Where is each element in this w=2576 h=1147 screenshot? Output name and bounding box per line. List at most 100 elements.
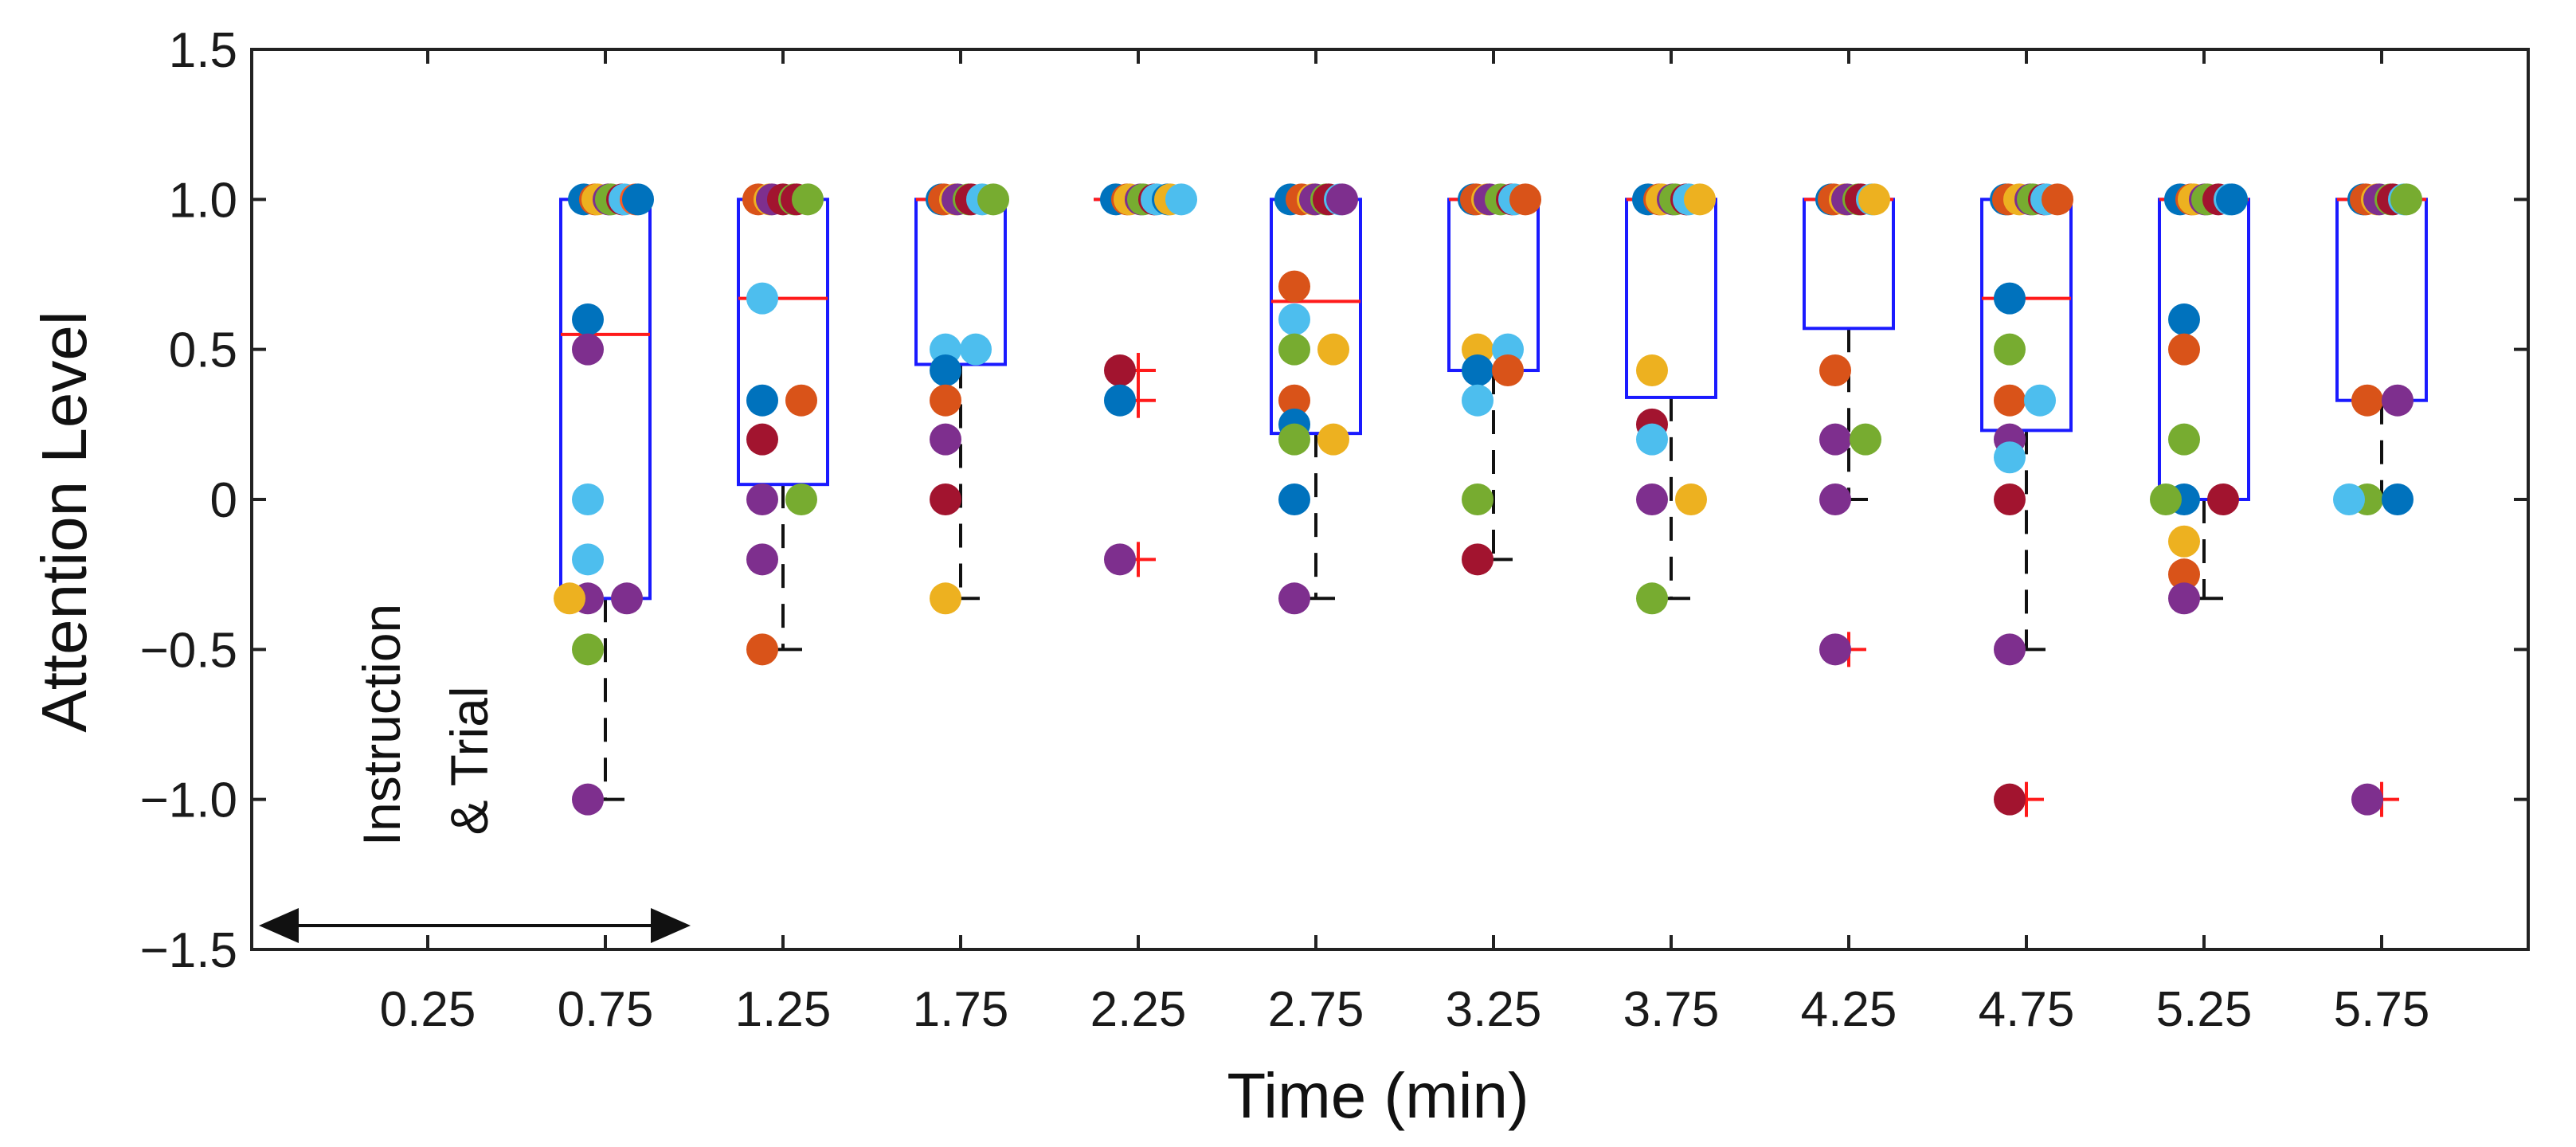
participant-point bbox=[746, 483, 778, 515]
participant-point bbox=[785, 384, 817, 417]
x-tick-label: 1.25 bbox=[735, 982, 832, 1037]
annotation-line-1: Instruction bbox=[352, 604, 411, 846]
participant-point bbox=[785, 483, 817, 515]
participant-point bbox=[746, 384, 778, 417]
annotation-arrow-right-head bbox=[651, 908, 691, 943]
box-group bbox=[1447, 198, 1540, 562]
participant-point bbox=[1819, 354, 1851, 387]
participant-point bbox=[746, 423, 778, 456]
participant-point bbox=[1636, 354, 1668, 387]
y-axis-ticks: 1.5 1.0 0.5 0 −0.5 −1.0 −1.5 bbox=[140, 23, 2528, 978]
participant-point bbox=[1278, 270, 1310, 303]
participant-point bbox=[622, 183, 654, 216]
annotation-line-2: & Trial bbox=[440, 686, 499, 835]
x-tick-label: 2.25 bbox=[1090, 982, 1187, 1037]
participant-point bbox=[1317, 423, 1349, 456]
participant-point bbox=[1462, 483, 1494, 515]
participant-point bbox=[1850, 423, 1881, 456]
participant-point bbox=[2042, 183, 2073, 216]
participant-point bbox=[1994, 483, 2026, 515]
x-tick-label: 5.25 bbox=[2156, 982, 2253, 1037]
participant-point bbox=[2207, 483, 2239, 515]
participant-point bbox=[1462, 543, 1494, 576]
participant-point bbox=[2382, 384, 2414, 417]
y-tick-label: 0 bbox=[210, 473, 237, 528]
participant-point bbox=[572, 783, 604, 816]
participant-point bbox=[1819, 423, 1851, 456]
participant-point bbox=[2168, 558, 2200, 591]
participant-point bbox=[746, 282, 778, 315]
participant-point bbox=[1278, 333, 1310, 366]
participant-point bbox=[1462, 384, 1494, 417]
iqr-box bbox=[914, 198, 1007, 366]
iqr-box bbox=[1803, 198, 1895, 331]
participant-point bbox=[2382, 483, 2414, 515]
participant-point bbox=[2168, 525, 2200, 558]
participant-point bbox=[572, 633, 604, 666]
participant-point bbox=[746, 543, 778, 576]
annotation-arrow-left-head bbox=[259, 908, 299, 943]
participant-point bbox=[1684, 183, 1716, 216]
participant-point bbox=[2168, 582, 2200, 615]
participant-point bbox=[1819, 483, 1851, 515]
participant-point bbox=[930, 384, 961, 417]
x-axis-label: Time (min) bbox=[1227, 1060, 1529, 1131]
participant-point bbox=[1104, 543, 1136, 576]
participant-point bbox=[1819, 633, 1851, 666]
x-tick-label: 0.25 bbox=[380, 982, 476, 1037]
y-tick-label: −0.5 bbox=[140, 623, 237, 678]
participant-point bbox=[2168, 303, 2200, 335]
iqr-box bbox=[559, 198, 652, 601]
box-group bbox=[737, 198, 829, 652]
x-tick-label: 4.25 bbox=[1801, 982, 1897, 1037]
participant-point bbox=[554, 582, 585, 615]
participant-point bbox=[1165, 183, 1197, 216]
participant-point bbox=[1994, 783, 2026, 816]
participant-point bbox=[611, 582, 643, 615]
participant-point bbox=[1462, 354, 1494, 387]
participant-point bbox=[1509, 183, 1541, 216]
y-tick-label: −1.5 bbox=[140, 923, 237, 978]
participant-point bbox=[1636, 423, 1668, 456]
x-tick-label: 0.75 bbox=[558, 982, 654, 1037]
y-axis-label: Attention Level bbox=[29, 311, 100, 732]
participant-point bbox=[1492, 354, 1524, 387]
box-group bbox=[1625, 198, 1717, 601]
participant-point bbox=[2351, 384, 2383, 417]
participant-point bbox=[1636, 483, 1668, 515]
participant-point bbox=[1326, 183, 1358, 216]
participant-point bbox=[1994, 633, 2026, 666]
participant-point bbox=[2390, 183, 2422, 216]
participant-point bbox=[1636, 582, 1668, 615]
participant-point bbox=[930, 483, 961, 515]
participant-point bbox=[2168, 423, 2200, 456]
box-group bbox=[1094, 198, 1183, 577]
x-tick-label: 5.75 bbox=[2334, 982, 2430, 1037]
instruction-trial-annotation: Instruction & Trial bbox=[259, 604, 691, 943]
x-tick-label: 4.75 bbox=[1979, 982, 2075, 1037]
participant-point bbox=[2333, 483, 2365, 515]
x-tick-label: 2.75 bbox=[1268, 982, 1364, 1037]
box-plots bbox=[559, 198, 2428, 817]
y-tick-label: 1.0 bbox=[169, 173, 237, 228]
participant-point bbox=[1278, 483, 1310, 515]
participant-point bbox=[1278, 384, 1310, 417]
participant-point bbox=[930, 582, 961, 615]
participant-point bbox=[1994, 333, 2026, 366]
participant-point bbox=[572, 333, 604, 366]
participant-point bbox=[2168, 333, 2200, 366]
participant-point bbox=[2024, 384, 2056, 417]
participant-point bbox=[960, 333, 992, 366]
x-tick-label: 3.75 bbox=[1623, 982, 1720, 1037]
participant-point bbox=[572, 303, 604, 335]
participant-point bbox=[1994, 384, 2026, 417]
participant-point bbox=[1278, 423, 1310, 456]
participant-point bbox=[977, 183, 1009, 216]
participant-point bbox=[572, 543, 604, 576]
x-tick-label: 3.25 bbox=[1446, 982, 1542, 1037]
participant-point bbox=[1994, 441, 2026, 474]
participant-point bbox=[1278, 582, 1310, 615]
y-tick-label: −1.0 bbox=[140, 773, 237, 828]
participant-point bbox=[1104, 384, 1136, 417]
